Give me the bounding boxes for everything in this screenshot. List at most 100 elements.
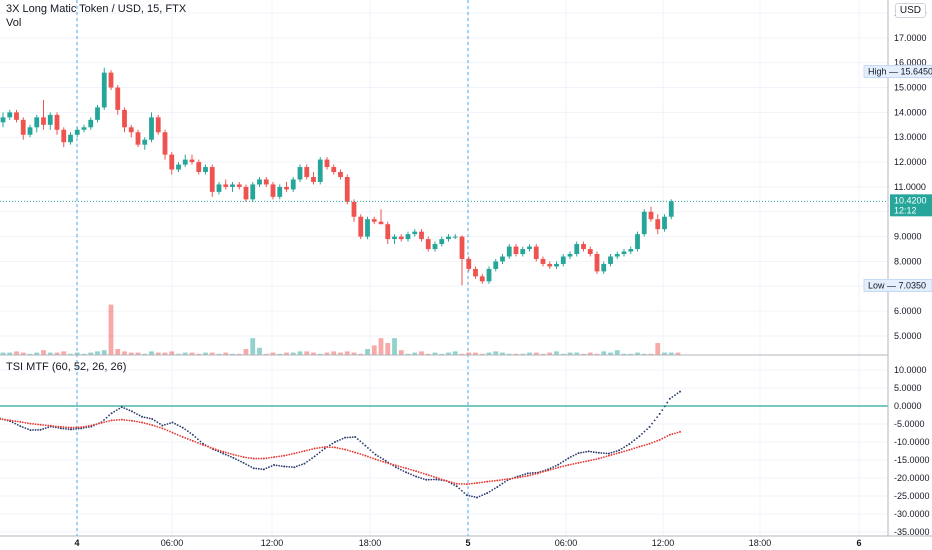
tsi-point <box>450 482 453 485</box>
time-tick-label: 5 <box>465 538 470 548</box>
tsi-point <box>103 419 105 421</box>
tsi-point <box>430 475 433 477</box>
tsi-point <box>219 451 222 454</box>
tsi-point <box>37 428 39 431</box>
tsi-point <box>483 493 486 496</box>
tsi-point <box>476 496 479 499</box>
tsi-point <box>410 468 412 471</box>
candle-body <box>47 114 53 125</box>
candle <box>493 258 499 272</box>
time-tick-label: 6 <box>856 538 861 548</box>
tsi-point <box>430 478 433 481</box>
tsi-point <box>351 436 354 439</box>
volume-bar <box>378 338 384 355</box>
candle <box>47 112 53 130</box>
candle-body <box>432 244 438 250</box>
candle-body <box>122 109 127 128</box>
tsi-point <box>420 477 423 480</box>
tsi-point <box>577 461 580 464</box>
tsi-point <box>164 428 166 431</box>
tsi-point <box>580 451 582 454</box>
candle-body <box>61 129 67 143</box>
tsi-point <box>567 464 570 467</box>
tsi-point <box>572 454 575 457</box>
tsi-point <box>539 471 542 474</box>
tsi-point <box>146 416 149 419</box>
volume-bar <box>392 338 397 355</box>
price-tick-label: 6.0000 <box>894 306 922 316</box>
tsi-tick-label: -25.0000 <box>894 491 930 501</box>
tsi-point <box>237 459 240 462</box>
tsi-point <box>600 452 603 454</box>
tsi-point <box>199 440 202 443</box>
tsi-point <box>547 469 550 472</box>
volume-bar <box>203 352 208 355</box>
tsi-point <box>351 450 354 453</box>
tsi-point <box>118 418 121 421</box>
volume-bar <box>614 350 620 355</box>
tsi-point <box>21 421 24 424</box>
volume-bar <box>371 345 377 355</box>
candle-body <box>81 127 87 130</box>
tsi-point <box>323 446 326 449</box>
candle <box>648 206 654 222</box>
candle <box>513 244 519 257</box>
candle-body <box>412 231 418 235</box>
tsi-point <box>98 422 100 425</box>
tsi-point <box>382 460 385 463</box>
tsi-tick-label: 5.0000 <box>894 383 922 393</box>
candle <box>560 254 566 267</box>
tsi-point <box>349 450 352 452</box>
tsi-point <box>313 447 316 450</box>
tsi-point <box>262 457 265 460</box>
candle <box>155 114 161 135</box>
tsi-point <box>534 473 537 475</box>
volume-bar <box>277 353 283 355</box>
tsi-point <box>549 467 552 470</box>
candle-body <box>169 154 175 170</box>
tsi-point <box>567 457 570 460</box>
tsi-point <box>435 478 438 481</box>
volume-bar <box>446 352 451 355</box>
tsi-tick-label: 0.0000 <box>894 401 922 411</box>
tsi-point <box>572 463 575 465</box>
volume-legend[interactable]: Vol <box>6 17 22 29</box>
candle <box>257 176 262 187</box>
candle <box>176 162 181 173</box>
candle <box>662 214 667 232</box>
tsi-point <box>562 460 565 463</box>
time-tick-label: 18:00 <box>749 538 772 548</box>
candle-body <box>250 184 256 200</box>
tsi-point <box>308 448 311 451</box>
tsi-point <box>597 457 600 460</box>
candle-body <box>479 276 485 282</box>
tsi-point <box>676 392 679 395</box>
marker-label: Low — 7.0350 <box>868 280 926 290</box>
candle-body <box>668 201 674 217</box>
tsi-point <box>412 469 415 472</box>
symbol-title[interactable]: 3X Long Matic Token / USD, 15, FTX <box>6 3 187 15</box>
candle-body <box>20 119 26 135</box>
volume-bar <box>14 351 19 355</box>
tsi-point <box>224 451 227 454</box>
tsi-point <box>618 451 621 454</box>
candle-body <box>243 186 249 200</box>
indicator-legend[interactable]: TSI MTF (60, 52, 26, 26) <box>6 361 127 373</box>
volume-bar <box>351 352 357 355</box>
tsi-point <box>656 439 659 442</box>
tsi-point <box>341 448 344 450</box>
tsi-point <box>194 441 197 443</box>
candle-body <box>317 159 323 182</box>
candle <box>452 234 458 240</box>
tsi-point <box>491 480 494 482</box>
tsi-point <box>658 412 661 415</box>
tsi-point <box>602 456 605 459</box>
tsi-point <box>288 453 291 456</box>
tsi-point <box>32 429 34 431</box>
tsi-point <box>666 401 669 404</box>
tsi-point <box>171 431 174 434</box>
candle-body <box>304 167 310 177</box>
tsi-point <box>120 406 123 409</box>
currency-badge[interactable]: USD <box>894 3 926 18</box>
